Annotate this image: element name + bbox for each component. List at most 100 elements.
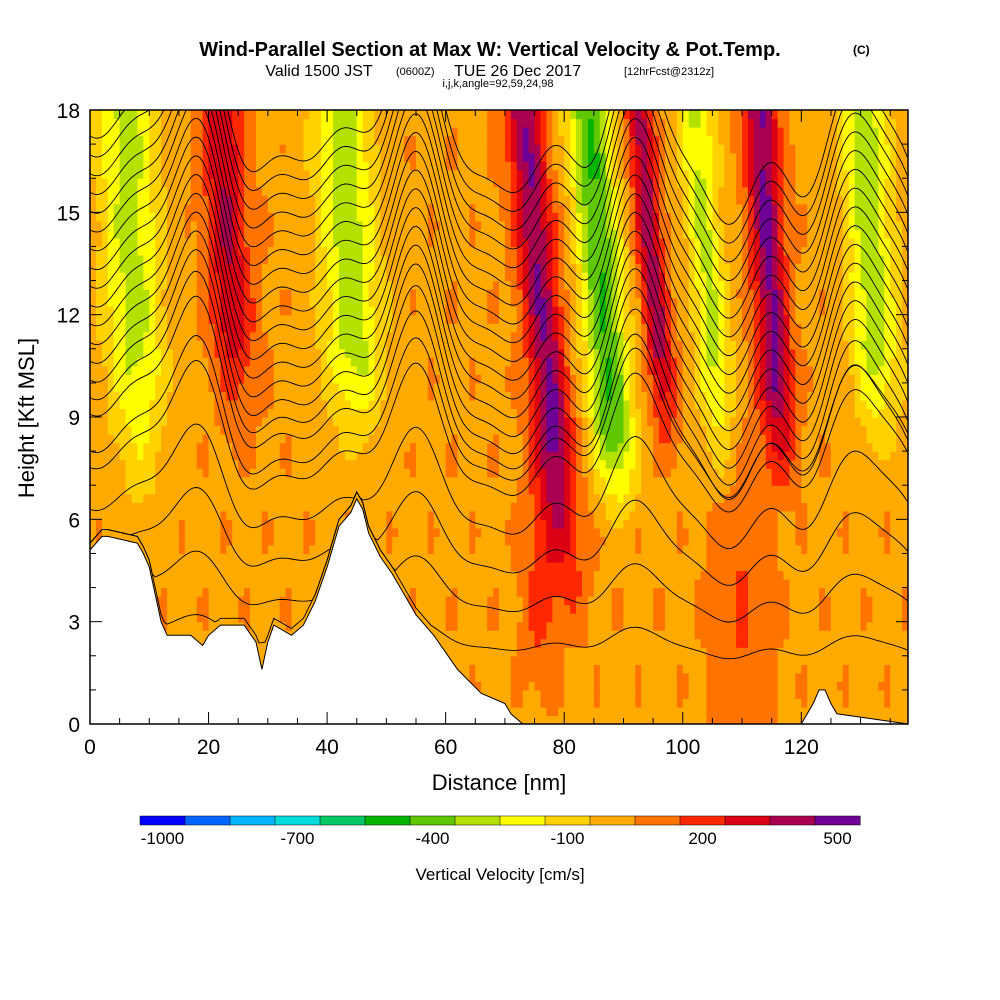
heatmap-cell bbox=[196, 570, 204, 580]
heatmap-cell bbox=[131, 254, 139, 265]
heatmap-cell bbox=[285, 408, 293, 418]
heatmap-cell bbox=[285, 476, 293, 486]
heatmap-cell bbox=[451, 237, 459, 248]
heatmap-cell bbox=[267, 144, 275, 154]
heatmap-cell bbox=[380, 502, 387, 512]
heatmap-cell bbox=[416, 570, 423, 580]
heatmap-cell bbox=[149, 425, 156, 435]
heatmap-cell bbox=[344, 434, 352, 444]
heatmap-cell bbox=[196, 331, 204, 341]
heatmap-cell bbox=[172, 630, 180, 640]
heatmap-cell bbox=[226, 587, 233, 597]
heatmap-cell bbox=[95, 110, 103, 120]
heatmap-cell bbox=[380, 417, 387, 427]
heatmap-cell bbox=[261, 519, 269, 529]
heatmap-cell bbox=[155, 323, 162, 333]
heatmap-cell bbox=[244, 442, 251, 452]
heatmap-cell bbox=[261, 596, 269, 606]
heatmap-cell bbox=[445, 476, 453, 486]
heatmap-cell bbox=[267, 289, 275, 299]
heatmap-cell bbox=[303, 408, 310, 418]
heatmap-cell bbox=[315, 306, 322, 316]
heatmap-cell bbox=[267, 229, 275, 239]
heatmap-cell bbox=[303, 510, 310, 520]
heatmap-cell bbox=[356, 331, 364, 341]
heatmap-cell bbox=[410, 212, 417, 222]
heatmap-cell bbox=[410, 527, 417, 537]
heatmap-cell bbox=[463, 527, 470, 537]
heatmap-cell bbox=[493, 536, 500, 546]
copyright-mark: (C) bbox=[853, 43, 870, 57]
heatmap-cell bbox=[487, 596, 494, 606]
heatmap-cell bbox=[421, 613, 429, 623]
heatmap-cell bbox=[255, 391, 263, 401]
heatmap-cell bbox=[433, 502, 441, 512]
heatmap-cell bbox=[291, 289, 299, 299]
heatmap-cell bbox=[220, 152, 227, 162]
heatmap-cell bbox=[469, 186, 476, 196]
heatmap-cell bbox=[463, 272, 470, 282]
heatmap-cell bbox=[392, 220, 399, 230]
heatmap-cell bbox=[457, 613, 465, 623]
heatmap-cell bbox=[392, 425, 399, 435]
heatmap-cell bbox=[255, 579, 263, 589]
heatmap-cell bbox=[113, 527, 121, 537]
heatmap-cell bbox=[137, 306, 144, 316]
heatmap-cell bbox=[392, 272, 399, 282]
heatmap-cell bbox=[493, 621, 500, 631]
heatmap-cell bbox=[90, 195, 97, 205]
heatmap-cell bbox=[338, 374, 346, 384]
heatmap-cell bbox=[131, 357, 139, 367]
heatmap-cell bbox=[457, 459, 465, 469]
heatmap-cell bbox=[161, 434, 168, 444]
heatmap-cell bbox=[404, 220, 411, 230]
heatmap-cell bbox=[321, 254, 328, 265]
heatmap-cell bbox=[244, 246, 251, 256]
heatmap-cell bbox=[469, 254, 476, 265]
heatmap-cell bbox=[321, 391, 328, 401]
heatmap-cell bbox=[261, 493, 269, 503]
heatmap-cell bbox=[285, 527, 293, 537]
heatmap-cell bbox=[244, 178, 251, 188]
heatmap-cell bbox=[374, 237, 382, 248]
heatmap-cell bbox=[172, 246, 180, 256]
heatmap-cell bbox=[469, 553, 476, 563]
heatmap-cell bbox=[291, 476, 299, 486]
heatmap-cell bbox=[463, 399, 470, 410]
heatmap-cell bbox=[208, 425, 216, 435]
heatmap-cell bbox=[433, 186, 441, 196]
heatmap-cell bbox=[137, 323, 144, 333]
heatmap-cell bbox=[309, 561, 316, 572]
heatmap-cell bbox=[101, 118, 109, 128]
heatmap-cell bbox=[184, 246, 192, 256]
heatmap-cell bbox=[463, 127, 470, 137]
heatmap-cell bbox=[178, 161, 186, 171]
heatmap-cell bbox=[493, 306, 500, 316]
heatmap-cell bbox=[167, 331, 174, 341]
heatmap-cell bbox=[439, 237, 447, 248]
heatmap-cell bbox=[356, 246, 364, 256]
heatmap-cell bbox=[190, 553, 198, 563]
heatmap-cell bbox=[149, 195, 156, 205]
heatmap-cell bbox=[143, 553, 150, 563]
heatmap-cell bbox=[232, 544, 239, 555]
heatmap-cell bbox=[439, 289, 447, 299]
heatmap-cell bbox=[416, 493, 423, 503]
heatmap-cell bbox=[344, 365, 352, 375]
heatmap-cell bbox=[327, 127, 334, 137]
heatmap-cell bbox=[499, 672, 506, 682]
heatmap-cell bbox=[232, 382, 239, 393]
heatmap-cell bbox=[255, 561, 263, 572]
heatmap-cell bbox=[398, 263, 405, 273]
heatmap-cell bbox=[273, 613, 281, 623]
heatmap-cell bbox=[167, 613, 174, 623]
heatmap-cell bbox=[137, 459, 144, 469]
heatmap-cell bbox=[208, 280, 216, 290]
heatmap-cell bbox=[137, 220, 144, 230]
heatmap-cell bbox=[433, 417, 441, 427]
heatmap-cell bbox=[404, 476, 411, 486]
heatmap-cell bbox=[184, 289, 192, 299]
heatmap-cell bbox=[368, 186, 376, 196]
heatmap-cell bbox=[250, 306, 257, 316]
heatmap-cell bbox=[297, 374, 304, 384]
